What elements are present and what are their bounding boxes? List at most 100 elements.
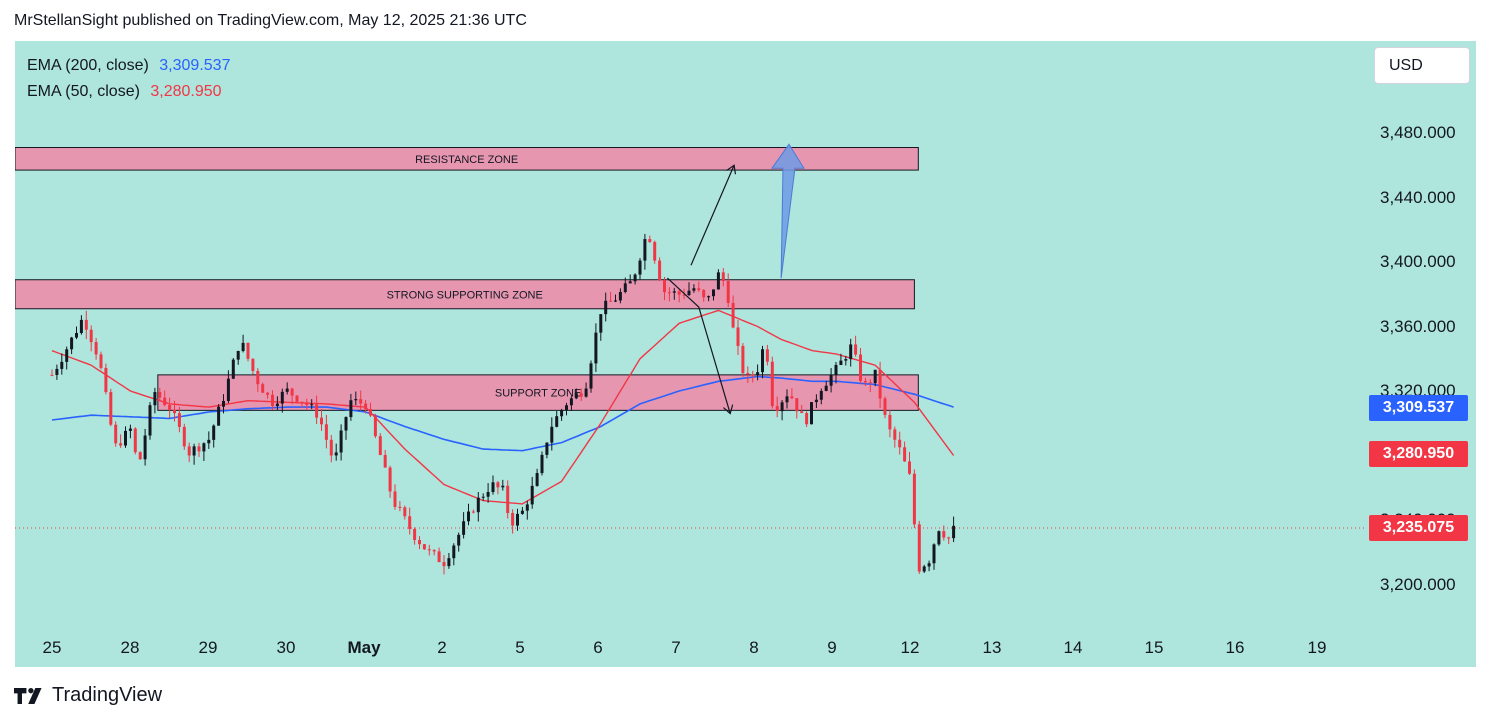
candle-body-12: [109, 392, 113, 425]
candle-body-15: [124, 430, 127, 446]
ema50-legend-row[interactable]: EMA (50, close) 3,280.950: [27, 79, 230, 105]
candle-38: [236, 350, 240, 365]
candle-body-24: [168, 405, 172, 410]
candle-170: [883, 396, 887, 419]
ema200-legend-row[interactable]: EMA (200, close) 3,309.537: [27, 53, 230, 79]
candle-body-54: [315, 404, 319, 418]
candle-12: [109, 388, 113, 427]
candle-10: [99, 351, 103, 370]
candle-47: [280, 388, 284, 413]
candle-body-128: [677, 291, 681, 295]
projection-arrow-up: [690, 165, 734, 266]
candle-175: [908, 451, 911, 475]
tradingview-logo-icon: [14, 687, 42, 704]
candle-body-151: [790, 396, 794, 399]
candle-body-81: [447, 558, 451, 567]
price-tick-label: 3,200.000: [1380, 574, 1456, 594]
candle-83: [457, 532, 461, 552]
candle-146: [765, 344, 769, 366]
candle-104: [560, 408, 564, 421]
candle-9: [94, 338, 98, 360]
candle-body-126: [667, 292, 671, 294]
candle-body-131: [692, 288, 696, 291]
candle-27: [182, 423, 186, 450]
candle-body-10: [99, 354, 103, 368]
candle-body-69: [388, 467, 392, 492]
candle-112: [599, 314, 603, 341]
blue-target-arrow: [770, 143, 805, 279]
time-tick-label: 8: [749, 638, 759, 657]
candle-body-71: [398, 506, 402, 508]
candle-142: [746, 366, 750, 383]
chart-area[interactable]: [15, 41, 1476, 667]
candle-body-134: [707, 296, 711, 298]
candle-92: [501, 479, 505, 491]
candle-body-183: [947, 537, 951, 539]
candle-body-8: [89, 329, 93, 343]
candle-body-38: [236, 350, 240, 360]
candle-113: [604, 292, 608, 322]
candle-168: [873, 369, 877, 387]
candle-58: [334, 443, 338, 461]
candle-body-93: [506, 485, 510, 513]
candle-98: [530, 476, 534, 509]
candle-body-86: [471, 511, 475, 513]
currency-button[interactable]: USD: [1374, 47, 1470, 84]
candle-37: [231, 358, 235, 380]
candle-body-137: [721, 272, 725, 281]
candle-body-66: [373, 415, 377, 437]
candle-body-142: [746, 373, 750, 375]
candle-88: [481, 493, 485, 501]
footer-brand[interactable]: TradingView: [14, 684, 162, 707]
candle-17: [133, 427, 137, 455]
candle-body-76: [422, 544, 426, 550]
candle-body-20: [148, 405, 152, 436]
candle-132: [697, 281, 701, 292]
candle-body-77: [427, 549, 431, 551]
time-tick-label: 9: [827, 638, 837, 657]
candle-131: [692, 284, 696, 293]
candle-3: [65, 346, 69, 370]
time-tick-label: 28: [120, 638, 140, 657]
candle-72: [403, 505, 407, 520]
candle-65: [369, 402, 372, 417]
candle-body-115: [614, 300, 617, 302]
time-tick-label: 5: [515, 638, 525, 657]
candle-11: [104, 363, 108, 395]
candle-body-133: [702, 290, 706, 298]
candle-body-53: [310, 404, 314, 406]
candle-75: [418, 536, 421, 550]
price-chart[interactable]: RESISTANCE ZONE STRONG SUPPORTING ZONE SUP…: [15, 41, 1476, 667]
candle-body-180: [932, 544, 936, 564]
candle-body-113: [604, 300, 608, 315]
price-tag-0: 3,309.537: [1369, 394, 1468, 421]
candle-body-56: [324, 424, 328, 440]
candle-body-175: [908, 461, 911, 474]
candle-165: [859, 348, 862, 384]
candle-body-96: [520, 510, 524, 514]
candle-18: [138, 451, 142, 460]
candle-body-98: [530, 485, 534, 505]
candle-body-91: [496, 482, 500, 488]
candle-body-55: [320, 417, 323, 425]
candle-body-62: [354, 399, 358, 401]
candle-141: [741, 343, 745, 377]
candle-106: [569, 396, 573, 411]
time-tick-label: 15: [1144, 638, 1164, 657]
candle-body-135: [712, 289, 715, 297]
ema50-line: [51, 309, 955, 505]
candle-body-28: [187, 446, 191, 456]
time-tick-label: 13: [982, 638, 1002, 657]
candle-body-174: [903, 447, 907, 462]
candle-62: [354, 391, 358, 406]
candle-116: [618, 288, 622, 304]
ema50-value: 3,280.950: [150, 83, 222, 100]
candle-41: [251, 358, 255, 375]
candle-body-154: [805, 413, 809, 425]
candle-body-85: [467, 511, 470, 522]
candle-102: [550, 417, 554, 451]
candle-48: [285, 382, 289, 395]
candle-body-144: [756, 372, 760, 375]
candle-16: [128, 424, 132, 439]
candle-34: [217, 404, 221, 426]
